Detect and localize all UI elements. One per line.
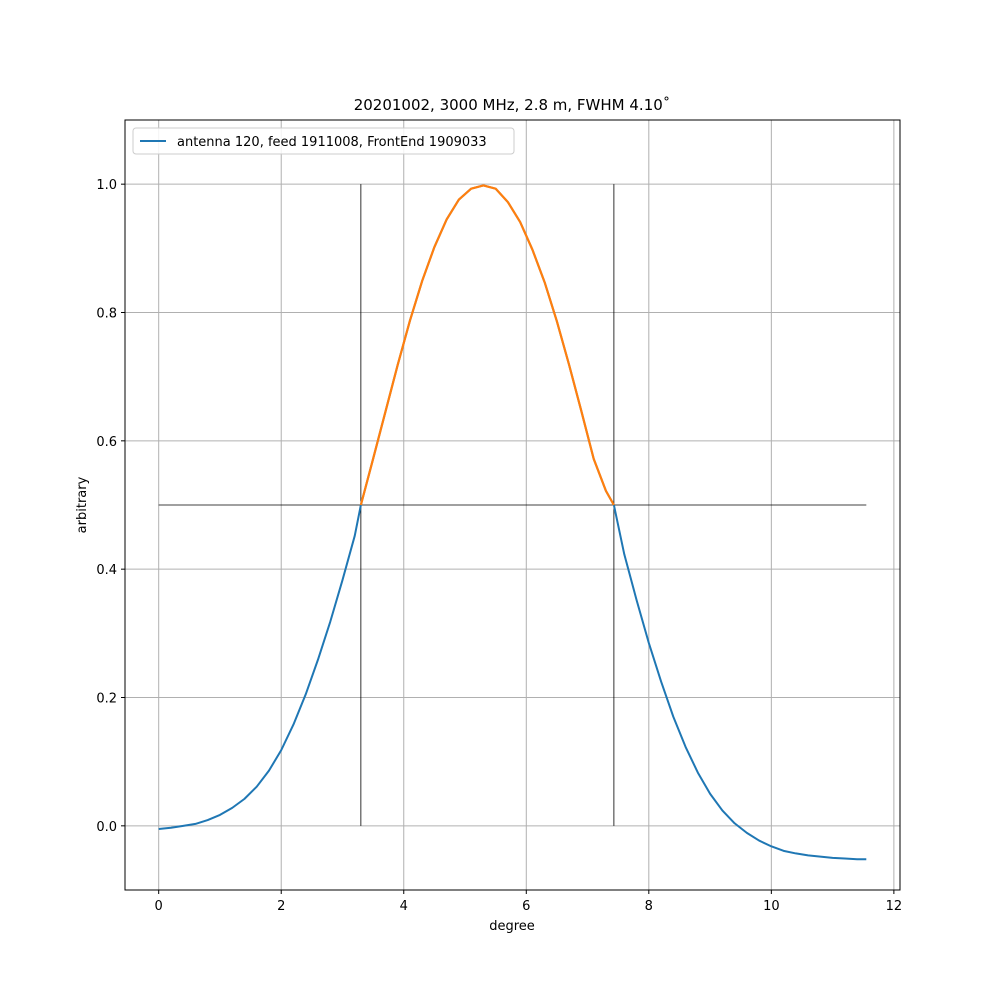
x-tick-label: 10 xyxy=(763,899,780,914)
y-tick-label: 0.2 xyxy=(96,692,117,707)
x-tick-label: 12 xyxy=(886,899,903,914)
y-tick-label: 0.8 xyxy=(96,307,117,322)
y-tick-label: 0.0 xyxy=(96,820,117,835)
x-tick-label: 6 xyxy=(522,899,530,914)
x-tick-label: 4 xyxy=(400,899,408,914)
y-tick-label: 0.4 xyxy=(96,563,117,578)
y-axis-label: arbitrary xyxy=(75,476,90,533)
y-tick-label: 1.0 xyxy=(96,178,117,193)
y-tick-label: 0.6 xyxy=(96,435,117,450)
x-tick-label: 2 xyxy=(277,899,285,914)
plot-frame xyxy=(124,119,901,891)
legend-label: antenna 120, feed 1911008, FrontEnd 1909… xyxy=(177,135,487,150)
x-tick-label: 0 xyxy=(155,899,163,914)
legend-box xyxy=(132,127,515,155)
series-layer xyxy=(158,184,867,861)
legend: antenna 120, feed 1911008, FrontEnd 1909… xyxy=(132,127,515,155)
fwhm-series-line xyxy=(359,184,615,506)
chart-title: 20201002, 3000 MHz, 2.8 m, FWHM 4.10˚ xyxy=(354,96,671,114)
tick-layer: 0 2 4 6 8 10 12 0.0 0.2 0.4 0.6 0.8 1.0 xyxy=(96,178,902,914)
x-tick-label: 8 xyxy=(645,899,653,914)
x-axis-label: degree xyxy=(489,919,535,934)
